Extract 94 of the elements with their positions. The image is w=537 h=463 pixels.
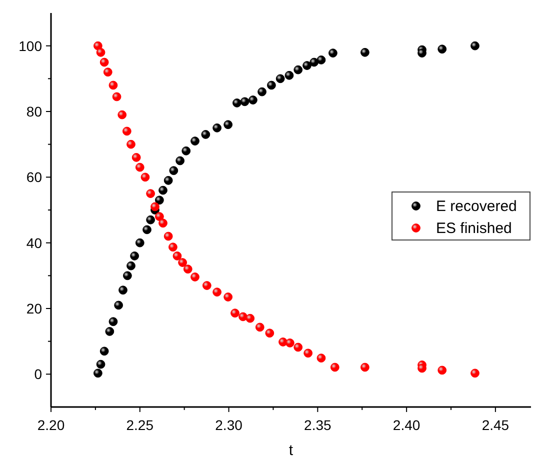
point (132, 153, 141, 162)
point (154, 196, 164, 205)
point (103, 68, 112, 77)
point (201, 130, 210, 139)
point (96, 48, 106, 57)
y-tick-label: 0 (34, 366, 42, 382)
point (328, 48, 338, 58)
x-tick-label: 2.30 (215, 417, 243, 433)
point (93, 368, 102, 378)
y-tick-label: 40 (26, 234, 42, 251)
point (470, 368, 480, 378)
point (232, 98, 242, 108)
point (126, 261, 136, 270)
point (360, 48, 370, 57)
point (276, 74, 285, 84)
point (164, 232, 173, 241)
point (108, 80, 118, 90)
y-tick-label: 60 (26, 169, 42, 186)
point (158, 186, 168, 195)
point (212, 123, 222, 132)
point (294, 342, 303, 352)
point (112, 92, 122, 102)
point (130, 252, 140, 260)
point (212, 288, 222, 297)
point (168, 242, 178, 252)
point (248, 96, 258, 104)
point (224, 292, 233, 302)
point (310, 58, 319, 67)
point (255, 322, 264, 332)
point (122, 271, 132, 280)
point (246, 314, 255, 323)
point (118, 286, 128, 295)
point (100, 346, 109, 356)
point (230, 308, 240, 318)
x-tick-label: 2.25 (126, 417, 154, 433)
point (470, 41, 480, 50)
point (438, 366, 447, 375)
point (294, 65, 303, 74)
point (304, 348, 313, 358)
point (284, 70, 294, 80)
point (146, 189, 156, 198)
point (164, 176, 173, 185)
point (438, 44, 447, 54)
point (146, 215, 156, 224)
point (105, 327, 114, 336)
point (285, 338, 294, 348)
point (176, 156, 185, 166)
point (418, 364, 426, 373)
x-tick-label: 2.45 (482, 417, 510, 433)
point (182, 146, 191, 156)
point (122, 126, 132, 136)
point (178, 258, 188, 267)
point (238, 312, 248, 322)
point (154, 212, 164, 222)
x-tick-label: 2.35 (304, 417, 332, 433)
y-tick-label: 20 (26, 300, 42, 316)
point (190, 272, 200, 282)
point (142, 225, 152, 234)
point (118, 110, 127, 120)
point (240, 97, 250, 106)
y-tick-label: 100 (18, 38, 42, 54)
point (330, 362, 340, 372)
legend-label: ES finished (436, 220, 512, 237)
y-tick-label: 80 (26, 104, 42, 120)
point (316, 56, 326, 64)
point (93, 41, 102, 50)
point (172, 252, 182, 260)
point (114, 300, 124, 310)
point (96, 360, 106, 369)
point (100, 58, 109, 67)
point (158, 218, 168, 228)
x-tick-label: 2.20 (37, 417, 65, 433)
x-axis-title: t (288, 442, 294, 459)
point (190, 136, 200, 146)
point (278, 338, 288, 346)
point (135, 162, 144, 172)
point (140, 172, 150, 182)
point (316, 354, 326, 363)
point (150, 202, 160, 212)
point (169, 166, 178, 176)
point (224, 120, 233, 130)
point (135, 238, 144, 248)
point (202, 281, 212, 290)
point (265, 328, 274, 338)
point (126, 140, 136, 149)
point (183, 264, 192, 274)
point (258, 87, 266, 96)
point (418, 48, 426, 58)
x-tick-label: 2.40 (392, 417, 420, 433)
point (360, 362, 370, 372)
point (108, 317, 118, 326)
point (302, 61, 312, 70)
point (266, 80, 276, 90)
legend-label: E recovered (436, 198, 517, 215)
